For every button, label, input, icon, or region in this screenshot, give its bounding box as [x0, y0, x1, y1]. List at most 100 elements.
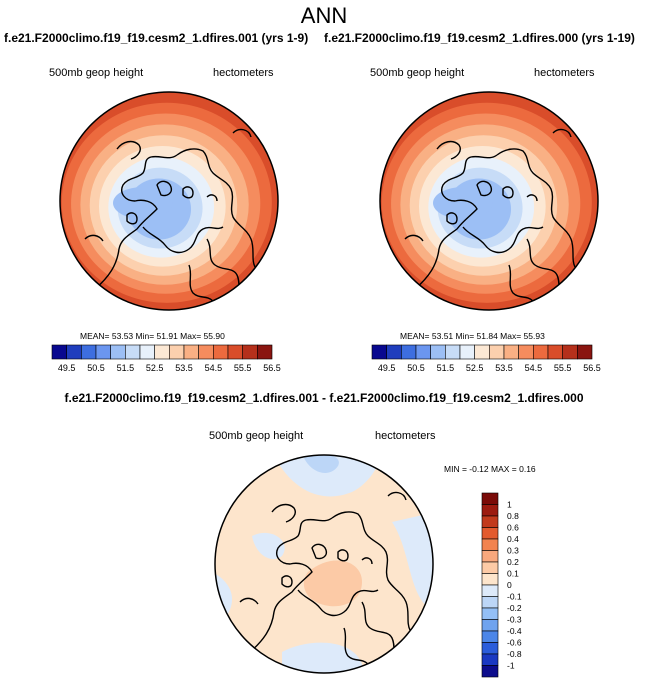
colorbar-swatch	[95, 344, 111, 360]
colorbar-tick-label: 51.5	[117, 363, 135, 373]
colorbar-swatch	[503, 344, 519, 360]
colorbar-swatch	[183, 344, 199, 360]
coastline	[311, 543, 328, 560]
colorbar-swatch	[198, 344, 214, 360]
minimum-core	[433, 187, 493, 219]
coastline	[126, 212, 138, 225]
colorbar-swatch	[66, 344, 82, 360]
colorbar-tick-label: 49.5	[378, 363, 396, 373]
coastline	[156, 180, 173, 197]
coastline	[502, 186, 514, 199]
diff-left-label: 500mb geop height	[209, 430, 304, 442]
colorbar-swatch	[577, 344, 593, 360]
anomaly-region	[304, 455, 339, 473]
difference-title: f.e21.F2000climo.f19_f19.cesm2_1.dfires.…	[64, 391, 584, 405]
colorbar-tick-label: 50.5	[87, 363, 105, 373]
panel-1-stats: MEAN= 53.53 Min= 51.91 Max= 55.90	[80, 331, 225, 341]
coastline	[206, 194, 218, 202]
coastline	[404, 234, 424, 242]
colorbar-tick-label: 54.5	[525, 363, 543, 373]
coastline	[297, 589, 379, 617]
colorbar-swatch	[125, 344, 141, 360]
colorbar-swatch	[227, 344, 243, 360]
colorbar-swatch	[481, 492, 499, 505]
panel-2-polar-map	[379, 91, 599, 311]
coastline	[232, 128, 252, 138]
panel-2-case-title: f.e21.F2000climo.f19_f19.cesm2_1.dfires.…	[324, 31, 635, 45]
map-fill-layer	[215, 455, 433, 673]
coastline	[337, 549, 349, 562]
colorbar-swatch	[169, 344, 185, 360]
colorbar-tick-label: 52.5	[146, 363, 164, 373]
coastline	[182, 186, 194, 199]
figure-title: ANN	[300, 3, 348, 28]
panel-2-stats: MEAN= 53.51 Min= 51.84 Max= 55.93	[400, 331, 545, 341]
coastline	[239, 597, 259, 605]
colorbar-swatch	[481, 504, 499, 517]
colorbar-tick-label: -0.1	[507, 592, 522, 602]
colorbar-tick-label: 56.5	[583, 363, 601, 373]
colorbar-swatch	[401, 344, 417, 360]
coastline	[476, 180, 493, 197]
colorbar-tick-label: 0.6	[507, 523, 519, 533]
colorbar-swatch	[51, 344, 67, 360]
colorbar-tick-label: 50.5	[407, 363, 425, 373]
colorbar-swatch	[481, 561, 499, 574]
colorbar-swatch	[110, 344, 126, 360]
colorbar-swatch	[139, 344, 155, 360]
coastline	[387, 491, 407, 501]
coastline	[331, 511, 411, 631]
colorbar-swatch	[481, 653, 499, 666]
colorbar-tick-label: -0.3	[507, 615, 522, 625]
diff-colorbar: 10.8 0.60.4 0.30.2 0.10 -0.1-0.2 -0.3-0.4 -0.6…	[481, 492, 522, 678]
colorbar-swatch	[481, 630, 499, 643]
colorbar-tick-label: 0.8	[507, 511, 519, 521]
colorbar-swatch	[533, 344, 549, 360]
coastline	[343, 627, 369, 665]
colorbar-tick-label: 54.5	[205, 363, 223, 373]
colorbar-tick-label: 52.5	[466, 363, 484, 373]
colorbar-swatch	[213, 344, 229, 360]
colorbar-swatch	[547, 344, 563, 360]
colorbar-swatch	[481, 527, 499, 540]
colorbar-tick-label: 51.5	[437, 363, 455, 373]
panel-1-case-title: f.e21.F2000climo.f19_f19.cesm2_1.dfires.…	[4, 31, 309, 45]
panel-2-right-label: hectometers	[534, 67, 595, 79]
colorbar-tick-label: 53.5	[175, 363, 193, 373]
colorbar-tick-label: 0	[507, 580, 512, 590]
map-boundary	[214, 454, 434, 674]
colorbar-tick-label: 55.5	[554, 363, 572, 373]
colorbar-swatch	[481, 665, 499, 678]
colorbar-swatch	[562, 344, 578, 360]
coastline	[526, 194, 538, 202]
coastline	[94, 154, 178, 290]
colorbar-swatch	[459, 344, 475, 360]
colorbar-swatch	[371, 344, 387, 360]
coastline	[84, 234, 104, 242]
panel-1-polar-map	[59, 91, 279, 311]
coastline	[414, 154, 498, 290]
colorbar-swatch	[481, 596, 499, 609]
colorbar-tick-label: 49.5	[58, 363, 76, 373]
colorbar-tick-label: 0.3	[507, 546, 519, 556]
anomaly-region	[392, 512, 433, 612]
coastline	[249, 517, 333, 653]
colorbar-swatch	[489, 344, 505, 360]
colorbar-tick-label: -1	[507, 661, 515, 671]
panel-2-left-label: 500mb geop height	[370, 67, 465, 79]
colorbar-swatch	[518, 344, 534, 360]
colorbar-swatch	[481, 515, 499, 528]
colorbar-tick-label: 56.5	[263, 363, 281, 373]
coastline	[446, 212, 458, 225]
colorbar-swatch	[242, 344, 258, 360]
diff-stats: MIN = -0.12 MAX = 0.16	[444, 464, 536, 474]
colorbar-tick-label: -0.2	[507, 603, 522, 613]
colorbar-tick-label: 0.2	[507, 557, 519, 567]
coastline	[552, 128, 572, 138]
anomaly-region	[272, 455, 381, 497]
colorbar-tick-label: 55.5	[234, 363, 252, 373]
colorbar-tick-label: 53.5	[495, 363, 513, 373]
map-fill-layer	[380, 92, 598, 310]
colorbar-swatch	[474, 344, 490, 360]
map-boundary	[59, 91, 279, 311]
